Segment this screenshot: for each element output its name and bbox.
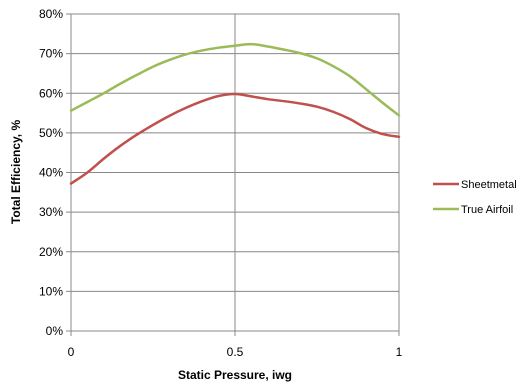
series-lines bbox=[69, 42, 401, 185]
y-tick-label: 50% bbox=[39, 126, 63, 140]
y-tick-label: 10% bbox=[39, 284, 63, 298]
x-tick-label: 0.5 bbox=[227, 345, 244, 359]
y-tick-label: 70% bbox=[39, 47, 63, 61]
y-tick-label: 0% bbox=[46, 324, 64, 338]
x-axis-title: Static Pressure, iwg bbox=[178, 368, 292, 382]
legend: Sheetmetal True Airfoil bbox=[433, 179, 517, 216]
legend-label-sheetmetal: Sheetmetal bbox=[461, 179, 517, 191]
legend-label-true-airfoil: True Airfoil bbox=[461, 204, 513, 216]
x-tick-label: 0 bbox=[68, 345, 75, 359]
y-tick-label: 40% bbox=[39, 166, 63, 180]
series-line-true-airfoil bbox=[69, 42, 401, 117]
y-tick-label: 20% bbox=[39, 245, 63, 259]
y-tick-label: 30% bbox=[39, 205, 63, 219]
series-line-sheetmetal bbox=[69, 92, 401, 185]
x-axis-ticks: 0 0.5 1 bbox=[68, 331, 403, 359]
y-tick-label: 60% bbox=[39, 86, 63, 100]
y-axis-ticks: 0% 10% 20% 30% 40% 50% 60% 70% 80% bbox=[39, 7, 71, 338]
x-tick-label: 1 bbox=[396, 345, 403, 359]
y-axis-title: Total Efficiency, % bbox=[9, 120, 23, 225]
y-tick-label: 80% bbox=[39, 7, 63, 21]
